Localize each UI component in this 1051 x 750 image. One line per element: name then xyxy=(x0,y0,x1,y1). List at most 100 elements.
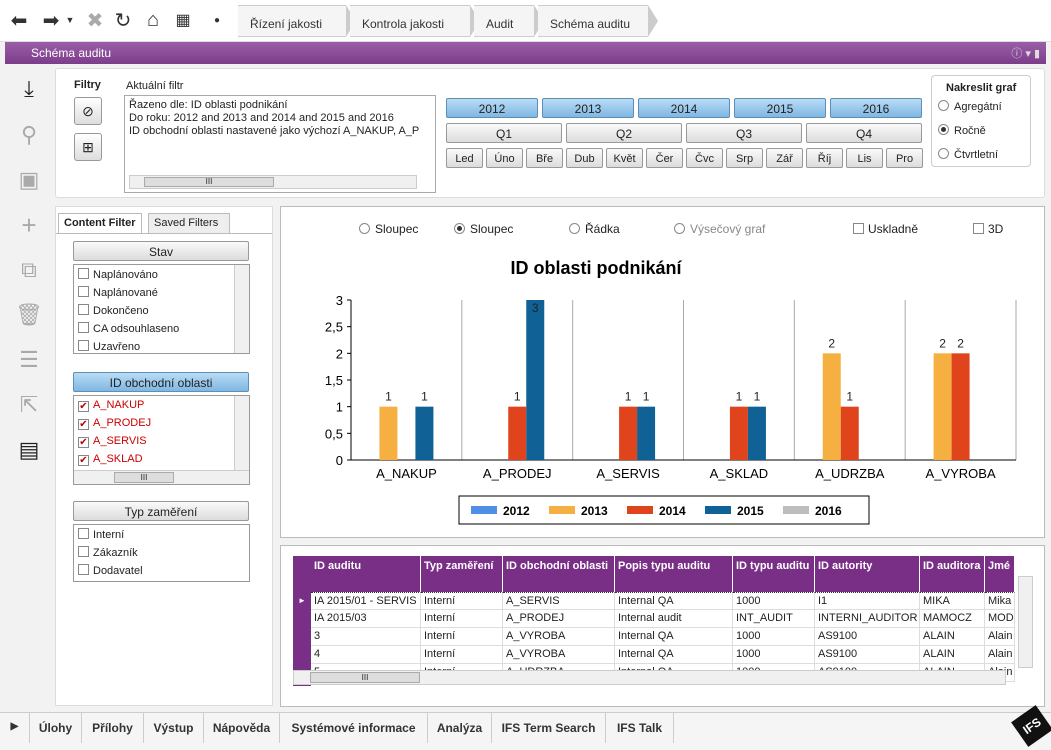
year-button-2012[interactable]: 2012 xyxy=(446,98,538,118)
clear-filter-icon[interactable]: ⊘ xyxy=(74,97,102,125)
table-cell[interactable]: A_VYROBA xyxy=(503,646,615,664)
month-button[interactable]: Lis xyxy=(846,148,883,168)
forward-dropdown-icon[interactable]: ▼ xyxy=(65,15,75,25)
table-cell[interactable]: A_PRODEJ xyxy=(503,610,615,628)
tab-help[interactable]: Nápověda xyxy=(204,713,280,743)
horizontal-scrollbar[interactable]: III xyxy=(129,175,417,189)
list-item[interactable]: ✔ A_SKLAD xyxy=(78,453,143,466)
table-cell[interactable]: Mika I xyxy=(985,592,1015,610)
tab-output[interactable]: Výstup xyxy=(144,713,204,743)
table-cell[interactable]: Interní xyxy=(421,592,503,610)
table-cell[interactable]: Interní xyxy=(421,646,503,664)
info-icon[interactable]: ⓘ ▾ ▮ xyxy=(1011,48,1040,60)
month-button[interactable]: Dub xyxy=(566,148,603,168)
month-button[interactable]: Květ xyxy=(606,148,643,168)
graph-option-aggregate[interactable]: Agregátní xyxy=(938,100,1030,113)
forward-arrow-icon[interactable]: ➡ xyxy=(42,9,60,32)
table-cell[interactable]: Internal QA xyxy=(615,628,733,646)
tab-content-filter[interactable]: Content Filter xyxy=(58,213,142,233)
table-cell[interactable]: Interní xyxy=(421,610,503,628)
column-header[interactable]: ID obchodní oblasti xyxy=(503,556,615,592)
list-item[interactable]: Dokončeno xyxy=(74,301,249,319)
quarter-button-q4[interactable]: Q4 xyxy=(806,123,922,143)
vertical-scrollbar[interactable] xyxy=(1018,576,1033,668)
chart-type-pie[interactable]: Výsečový graf xyxy=(674,222,765,236)
year-button-2013[interactable]: 2013 xyxy=(542,98,634,118)
close-icon[interactable]: ✖ xyxy=(86,9,104,32)
tab-saved-filters[interactable]: Saved Filters xyxy=(148,213,230,233)
month-button[interactable]: Zář xyxy=(766,148,803,168)
table-cell[interactable]: 1000 xyxy=(733,592,815,610)
month-button[interactable]: Úno xyxy=(486,148,523,168)
table-cell[interactable]: IA 2015/01 - SERVIS xyxy=(311,592,421,610)
3d-checkbox[interactable]: 3D xyxy=(973,222,1003,236)
tab-term-search[interactable]: IFS Term Search xyxy=(492,713,606,743)
table-cell[interactable]: ALAIN xyxy=(920,628,985,646)
year-button-2016[interactable]: 2016 xyxy=(830,98,922,118)
tab-tasks[interactable]: Úlohy xyxy=(30,713,82,743)
table-cell[interactable]: IA 2015/03 xyxy=(311,610,421,628)
breadcrumb-item[interactable]: Audit xyxy=(474,5,544,37)
column-header[interactable]: Typ zaměření xyxy=(421,556,503,592)
tab-ifs-talk[interactable]: IFS Talk xyxy=(606,713,674,743)
table-cell[interactable]: Internal QA xyxy=(615,646,733,664)
horizontal-scrollbar[interactable]: III xyxy=(74,470,249,484)
status-group-button[interactable]: Stav xyxy=(73,241,249,261)
apps-grid-icon[interactable]: ▦ xyxy=(175,12,191,29)
saved-filter-icon[interactable]: ⊞ xyxy=(74,133,102,161)
table-cell[interactable]: A_SERVIS xyxy=(503,592,615,610)
list-item[interactable]: ✔ A_SERVIS xyxy=(78,435,147,448)
table-cell[interactable]: MIKA xyxy=(920,592,985,610)
scroll-thumb[interactable]: III xyxy=(114,472,174,483)
list-icon[interactable]: ☰ xyxy=(19,347,39,372)
vertical-scrollbar[interactable] xyxy=(234,396,249,470)
chart-type-column[interactable]: Sloupec xyxy=(359,222,418,236)
tab-system-info[interactable]: Systémové informace xyxy=(280,713,428,743)
table-cell[interactable]: A_VYROBA xyxy=(503,628,615,646)
export-icon[interactable]: ⇱ xyxy=(19,392,39,417)
table-cell[interactable]: 3 xyxy=(311,628,421,646)
breadcrumb-item[interactable]: Kontrola jakosti xyxy=(350,5,480,37)
table-cell[interactable]: Alain xyxy=(985,646,1015,664)
column-header[interactable]: ID auditora xyxy=(920,556,985,592)
table-row[interactable]: IA 2015/03 Interní A_PRODEJ Internal audit I… xyxy=(293,610,1033,628)
month-button[interactable]: Čer xyxy=(646,148,683,168)
list-item[interactable]: ✔ A_PRODEJ xyxy=(78,417,152,430)
list-item[interactable]: Dodavatel xyxy=(74,561,249,579)
quarter-button-q1[interactable]: Q1 xyxy=(446,123,562,143)
column-header[interactable]: ID auditu xyxy=(311,556,421,592)
business-area-group-button[interactable]: ID obchodní oblasti xyxy=(73,372,249,392)
list-item[interactable]: Naplánováno xyxy=(74,265,249,283)
refresh-icon[interactable]: ↻ xyxy=(114,9,132,32)
delete-icon[interactable]: 🗑 xyxy=(15,302,43,327)
breadcrumb-item[interactable]: Schéma auditu xyxy=(538,5,658,37)
table-cell[interactable]: MODR xyxy=(985,610,1015,628)
list-item[interactable]: ✔ A_NAKUP xyxy=(78,399,145,412)
table-cell[interactable]: Internal QA xyxy=(615,592,733,610)
search-icon[interactable]: ⚲ xyxy=(20,122,38,147)
focus-type-group-button[interactable]: Typ zaměření xyxy=(73,501,249,521)
table-cell[interactable]: Alain xyxy=(985,628,1015,646)
column-header[interactable]: Jmé xyxy=(985,556,1015,592)
table-cell[interactable]: ALAIN xyxy=(920,646,985,664)
table-row[interactable]: 3 Interní A_VYROBA Internal QA 1000 AS9100 ALA… xyxy=(293,628,1033,646)
column-header[interactable]: ID typu auditu xyxy=(733,556,815,592)
chart-type-line[interactable]: Řádka xyxy=(569,222,620,236)
tab-attachments[interactable]: Přílohy xyxy=(82,713,144,743)
table-row[interactable]: 4 Interní A_VYROBA Internal QA 1000 AS9100 ALA… xyxy=(293,646,1033,664)
stacked-checkbox[interactable]: Uskladně xyxy=(853,222,918,236)
add-icon[interactable]: + xyxy=(21,209,37,240)
column-header[interactable]: Popis typu auditu xyxy=(615,556,733,592)
table-cell[interactable]: MAMOCZ xyxy=(920,610,985,628)
column-header[interactable]: ID autority xyxy=(815,556,920,592)
quarter-button-q2[interactable]: Q2 xyxy=(566,123,682,143)
home-icon[interactable]: ⌂ xyxy=(146,8,160,31)
expand-arrow-icon[interactable]: ▶ xyxy=(0,713,30,743)
table-cell[interactable]: AS9100 xyxy=(815,628,920,646)
download-icon[interactable]: ⤓ xyxy=(24,76,34,101)
list-item[interactable]: Naplánované xyxy=(74,283,249,301)
table-cell[interactable]: I1 xyxy=(815,592,920,610)
graph-option-yearly[interactable]: Ročně xyxy=(938,124,1030,137)
details-list-icon[interactable]: ▤ xyxy=(18,437,40,462)
duplicate-icon[interactable]: ⧉ xyxy=(21,257,37,282)
